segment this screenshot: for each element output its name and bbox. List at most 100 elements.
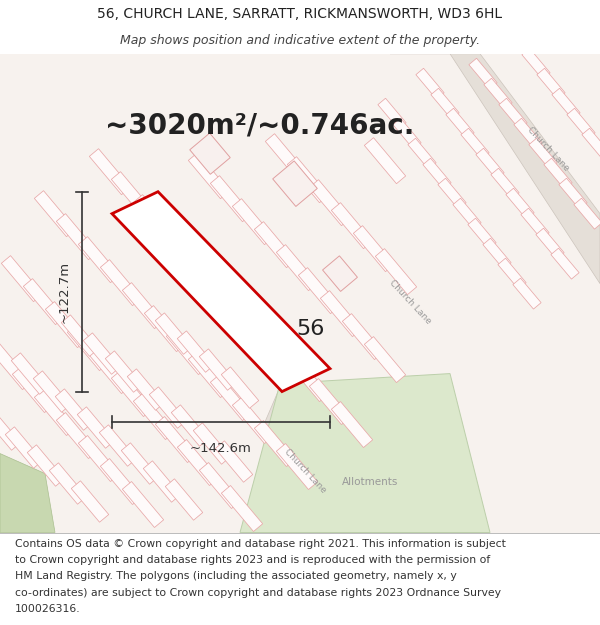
Polygon shape — [343, 314, 383, 359]
Polygon shape — [112, 172, 152, 217]
Polygon shape — [89, 348, 131, 394]
Polygon shape — [232, 398, 274, 444]
Polygon shape — [11, 353, 49, 394]
Polygon shape — [56, 214, 98, 259]
Polygon shape — [155, 313, 193, 354]
Polygon shape — [376, 249, 416, 294]
Polygon shape — [56, 412, 98, 459]
Polygon shape — [529, 138, 557, 169]
Polygon shape — [55, 389, 93, 430]
Polygon shape — [133, 194, 175, 241]
Polygon shape — [89, 149, 131, 194]
Polygon shape — [453, 198, 481, 229]
Polygon shape — [1, 256, 43, 302]
Polygon shape — [145, 306, 185, 352]
Polygon shape — [71, 481, 109, 522]
Polygon shape — [105, 351, 143, 392]
Text: ~3020m²/~0.746ac.: ~3020m²/~0.746ac. — [105, 112, 415, 140]
Text: HM Land Registry. The polygons (including the associated geometry, namely x, y: HM Land Registry. The polygons (includin… — [15, 571, 457, 581]
Polygon shape — [100, 459, 142, 504]
Polygon shape — [0, 344, 32, 389]
Polygon shape — [211, 374, 251, 421]
Polygon shape — [364, 138, 406, 184]
Polygon shape — [254, 222, 296, 268]
Polygon shape — [190, 133, 230, 174]
Polygon shape — [112, 192, 330, 392]
Polygon shape — [27, 445, 65, 486]
Text: Church Lane: Church Lane — [526, 125, 571, 172]
Polygon shape — [331, 401, 373, 448]
Polygon shape — [0, 454, 55, 532]
Polygon shape — [188, 152, 230, 199]
Polygon shape — [178, 439, 218, 486]
Polygon shape — [484, 78, 512, 109]
Polygon shape — [211, 176, 251, 222]
Polygon shape — [277, 444, 317, 489]
Polygon shape — [353, 226, 395, 272]
Polygon shape — [254, 421, 296, 466]
Polygon shape — [408, 138, 436, 169]
Text: 100026316.: 100026316. — [15, 604, 80, 614]
Polygon shape — [574, 198, 600, 229]
Polygon shape — [498, 258, 526, 289]
Polygon shape — [215, 441, 253, 483]
Polygon shape — [46, 302, 86, 348]
Polygon shape — [536, 228, 564, 259]
Polygon shape — [499, 98, 527, 129]
Polygon shape — [244, 309, 284, 356]
Polygon shape — [5, 427, 43, 468]
Text: ~142.6m: ~142.6m — [190, 441, 252, 454]
Text: 56, CHURCH LANE, SARRATT, RICKMANSWORTH, WD3 6HL: 56, CHURCH LANE, SARRATT, RICKMANSWORTH,… — [97, 7, 503, 21]
Polygon shape — [13, 367, 53, 413]
Text: co-ordinates) are subject to Crown copyright and database rights 2023 Ordnance S: co-ordinates) are subject to Crown copyr… — [15, 588, 501, 598]
Text: to Crown copyright and database rights 2023 and is reproduced with the permissio: to Crown copyright and database rights 2… — [15, 555, 490, 565]
Polygon shape — [127, 369, 165, 410]
Polygon shape — [34, 191, 76, 237]
Polygon shape — [240, 374, 490, 532]
Polygon shape — [221, 367, 259, 408]
Polygon shape — [310, 379, 350, 424]
Polygon shape — [552, 88, 580, 119]
Text: ~122.7m: ~122.7m — [58, 261, 71, 322]
Polygon shape — [49, 463, 87, 504]
Text: 56: 56 — [296, 319, 325, 339]
Polygon shape — [277, 244, 317, 291]
Polygon shape — [171, 405, 209, 446]
Polygon shape — [67, 324, 109, 371]
Polygon shape — [537, 68, 565, 99]
Polygon shape — [221, 486, 263, 531]
Polygon shape — [544, 158, 572, 189]
Polygon shape — [514, 118, 542, 149]
Polygon shape — [177, 331, 215, 372]
Polygon shape — [446, 108, 474, 139]
Polygon shape — [483, 238, 511, 269]
Polygon shape — [143, 461, 181, 503]
Polygon shape — [178, 241, 218, 287]
Text: Map shows position and indicative extent of the property.: Map shows position and indicative extent… — [120, 34, 480, 48]
Polygon shape — [476, 148, 504, 179]
Polygon shape — [323, 256, 358, 291]
Polygon shape — [193, 423, 231, 464]
Polygon shape — [122, 481, 164, 528]
Polygon shape — [79, 237, 119, 282]
Polygon shape — [77, 407, 115, 448]
Polygon shape — [265, 134, 307, 180]
Polygon shape — [468, 218, 496, 249]
Polygon shape — [287, 157, 329, 202]
Polygon shape — [310, 179, 350, 226]
Polygon shape — [199, 462, 241, 509]
Polygon shape — [438, 178, 466, 209]
Polygon shape — [23, 279, 65, 324]
Polygon shape — [491, 168, 519, 199]
Polygon shape — [469, 58, 497, 89]
Polygon shape — [567, 108, 595, 139]
Polygon shape — [416, 68, 444, 99]
Polygon shape — [461, 128, 489, 159]
Polygon shape — [513, 278, 541, 309]
Polygon shape — [112, 371, 152, 417]
Polygon shape — [221, 287, 263, 332]
Polygon shape — [199, 349, 237, 390]
Polygon shape — [99, 425, 137, 466]
Polygon shape — [273, 161, 317, 206]
Polygon shape — [149, 387, 187, 428]
